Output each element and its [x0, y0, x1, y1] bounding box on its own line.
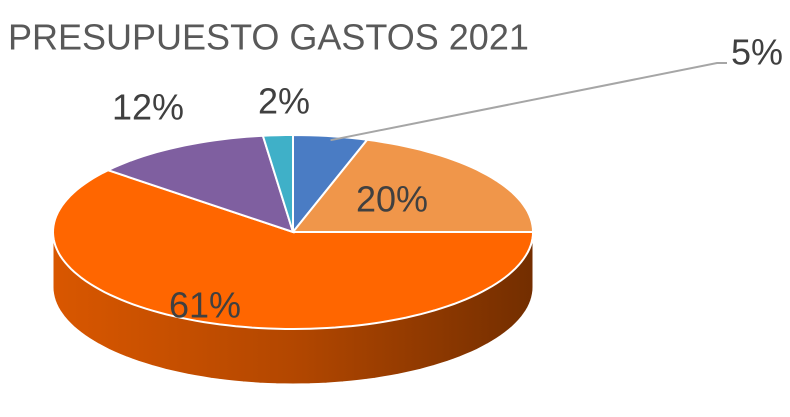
data-label: 2% — [258, 81, 310, 122]
data-label: 5% — [731, 32, 783, 73]
chart-title: PRESUPUESTO GASTOS 2021 — [8, 17, 529, 58]
slice — [290, 138, 535, 233]
slice — [261, 134, 294, 233]
data-label: 20% — [356, 179, 428, 220]
slice — [51, 169, 535, 330]
slice — [105, 134, 295, 234]
data-label: 61% — [169, 285, 241, 326]
data-label: 12% — [112, 87, 184, 128]
leader-line — [330, 62, 727, 142]
